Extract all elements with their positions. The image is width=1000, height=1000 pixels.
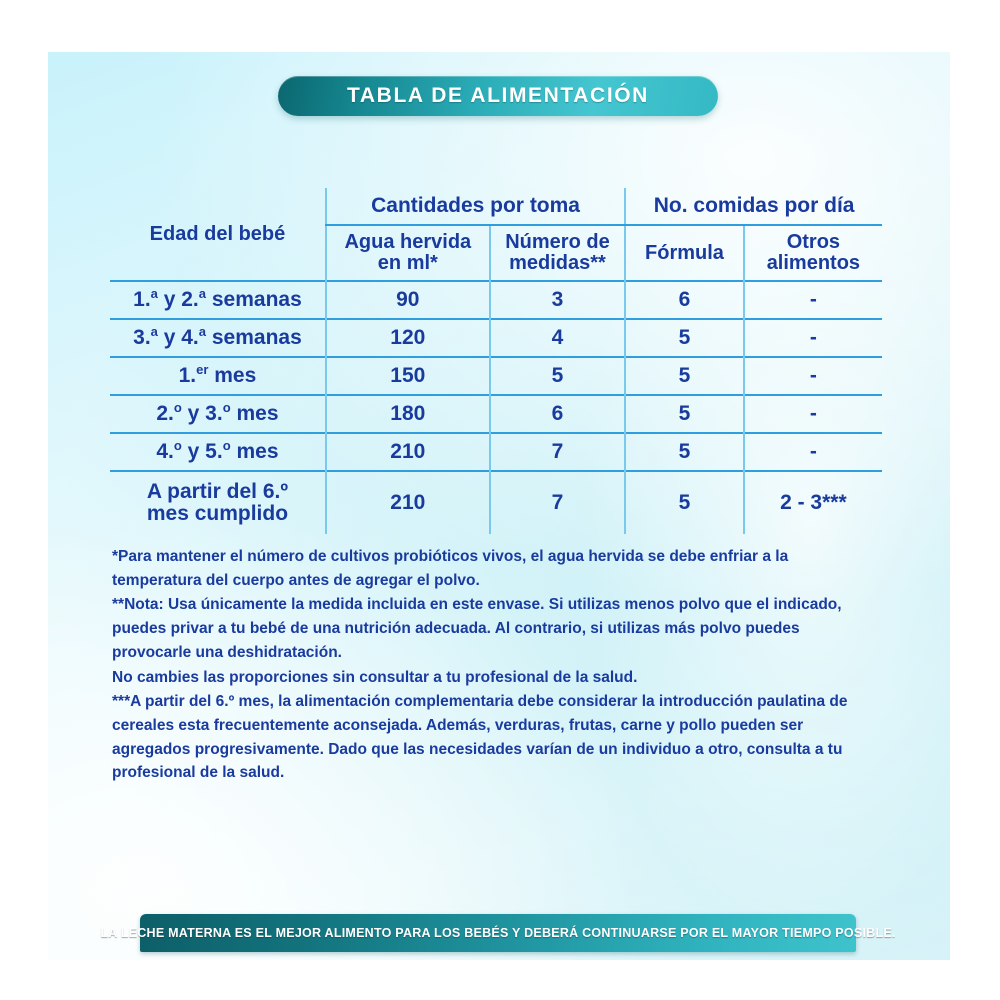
table-row: 1.a y 2.a semanas 90 3 6- (110, 280, 882, 319)
title-banner-text: TABLA DE ALIMENTACIÓN (347, 84, 649, 107)
ordinal-suffix: o (222, 399, 231, 415)
cell-age: 1.a y 2.a semanas (110, 280, 326, 319)
title-banner: TABLA DE ALIMENTACIÓN (278, 76, 718, 116)
cell-scoops: 4 (488, 318, 626, 357)
cell-other-foods: - (742, 280, 882, 319)
cell-other-foods: - (742, 356, 882, 395)
header-water-ml-line2: en ml* (377, 252, 438, 274)
cell-water-ml: 210 (324, 470, 490, 534)
header-scoops: Número de medidas** (488, 225, 626, 281)
cell-age: 1.er mes (110, 356, 326, 395)
footnote-4: ***A partir del 6.º mes, la alimentación… (112, 693, 848, 782)
header-scoops-line1: Número de (505, 231, 610, 253)
cell-other-foods: - (742, 318, 882, 357)
cell-other-foods: - (742, 432, 882, 471)
header-other-foods-line1: Otros (786, 231, 841, 253)
ordinal-suffix: o (222, 437, 231, 453)
footnote-1: *Para mantener el número de cultivos pro… (112, 548, 789, 589)
breastfeeding-notice-banner: LA LECHE MATERNA ES EL MEJOR ALIMENTO PA… (100, 914, 895, 952)
header-group-per-feeding: Cantidades por toma (324, 188, 626, 226)
header-age: Edad del bebé (149, 222, 286, 245)
ordinal-suffix: er (196, 361, 209, 377)
cell-age-line2: mes cumplido (146, 502, 289, 525)
ordinal-suffix: a (150, 323, 158, 339)
footnotes-block: *Para mantener el número de cultivos pro… (112, 545, 880, 786)
cell-age: 3.a y 4.a semanas (110, 318, 326, 357)
ordinal-suffix: a (198, 285, 207, 301)
ordinal-suffix: a (198, 323, 207, 339)
cell-scoops: 7 (488, 432, 626, 471)
table-row: 2.o y 3.o mes 180 6 5- (110, 394, 882, 433)
cell-age: A partir del 6.º mes cumplido (110, 470, 326, 534)
cell-water-ml: 210 (324, 432, 490, 471)
table-group-header-row: Edad del bebé Cantidades por toma No. co… (110, 188, 882, 244)
cell-age: 4.o y 5.o mes (110, 432, 326, 471)
header-group-per-day: No. comidas por día (624, 188, 882, 226)
header-water-ml: Agua hervida en ml* (324, 225, 490, 281)
ordinal-suffix: o (173, 399, 182, 415)
cell-formula-meals: 5 (624, 318, 744, 357)
cell-age-line1: A partir del 6.º (146, 479, 288, 503)
table-row: 1.er mes 150 5 5- (110, 356, 882, 395)
header-water-ml-line1: Agua hervida (344, 231, 472, 253)
header-other-foods-line2: alimentos (766, 252, 861, 274)
cell-other-foods: 2 - 3*** (742, 470, 882, 534)
cell-water-ml: 120 (324, 318, 490, 357)
cell-age: 2.o y 3.o mes (110, 394, 326, 433)
cell-scoops: 7 (488, 470, 626, 534)
cell-scoops: 5 (488, 356, 626, 395)
table-column-header-row: Agua hervida en ml* Número de medidas** … (110, 225, 882, 281)
table-body: 1.a y 2.a semanas 90 3 6-3.a y 4.a semanas 1… (110, 280, 882, 534)
cell-formula-meals: 6 (624, 280, 744, 319)
cell-water-ml: 90 (324, 280, 490, 319)
footnote-2: **Nota: Usa únicamente la medida incluid… (112, 596, 842, 661)
cell-water-ml: 180 (324, 394, 490, 433)
cell-other-foods: - (742, 394, 882, 433)
cell-scoops: 6 (488, 394, 626, 433)
header-scoops-line2: medidas** (509, 252, 606, 274)
cell-water-ml: 150 (324, 356, 490, 395)
footnote-3: No cambies las proporciones sin consulta… (112, 668, 638, 686)
ordinal-suffix: o (173, 437, 182, 453)
header-formula: Fórmula (624, 225, 744, 281)
cell-formula-meals: 5 (624, 432, 744, 471)
table-row: A partir del 6.º mes cumplido 210 7 5 2 - 3**… (110, 470, 882, 534)
cell-scoops: 3 (488, 280, 626, 319)
table-row: 3.a y 4.a semanas 120 4 5- (110, 318, 882, 357)
cell-formula-meals: 5 (624, 356, 744, 395)
header-other-foods: Otros alimentos (742, 225, 882, 281)
breastfeeding-notice-text: LA LECHE MATERNA ES EL MEJOR ALIMENTO PA… (100, 926, 896, 940)
cell-formula-meals: 5 (624, 470, 744, 534)
feeding-table: Edad del bebé Cantidades por toma No. co… (110, 188, 882, 534)
table-row: 4.o y 5.o mes 210 7 5- (110, 432, 882, 471)
table-header: Edad del bebé Cantidades por toma No. co… (110, 188, 882, 281)
cell-formula-meals: 5 (624, 394, 744, 433)
ordinal-suffix: a (150, 285, 158, 301)
